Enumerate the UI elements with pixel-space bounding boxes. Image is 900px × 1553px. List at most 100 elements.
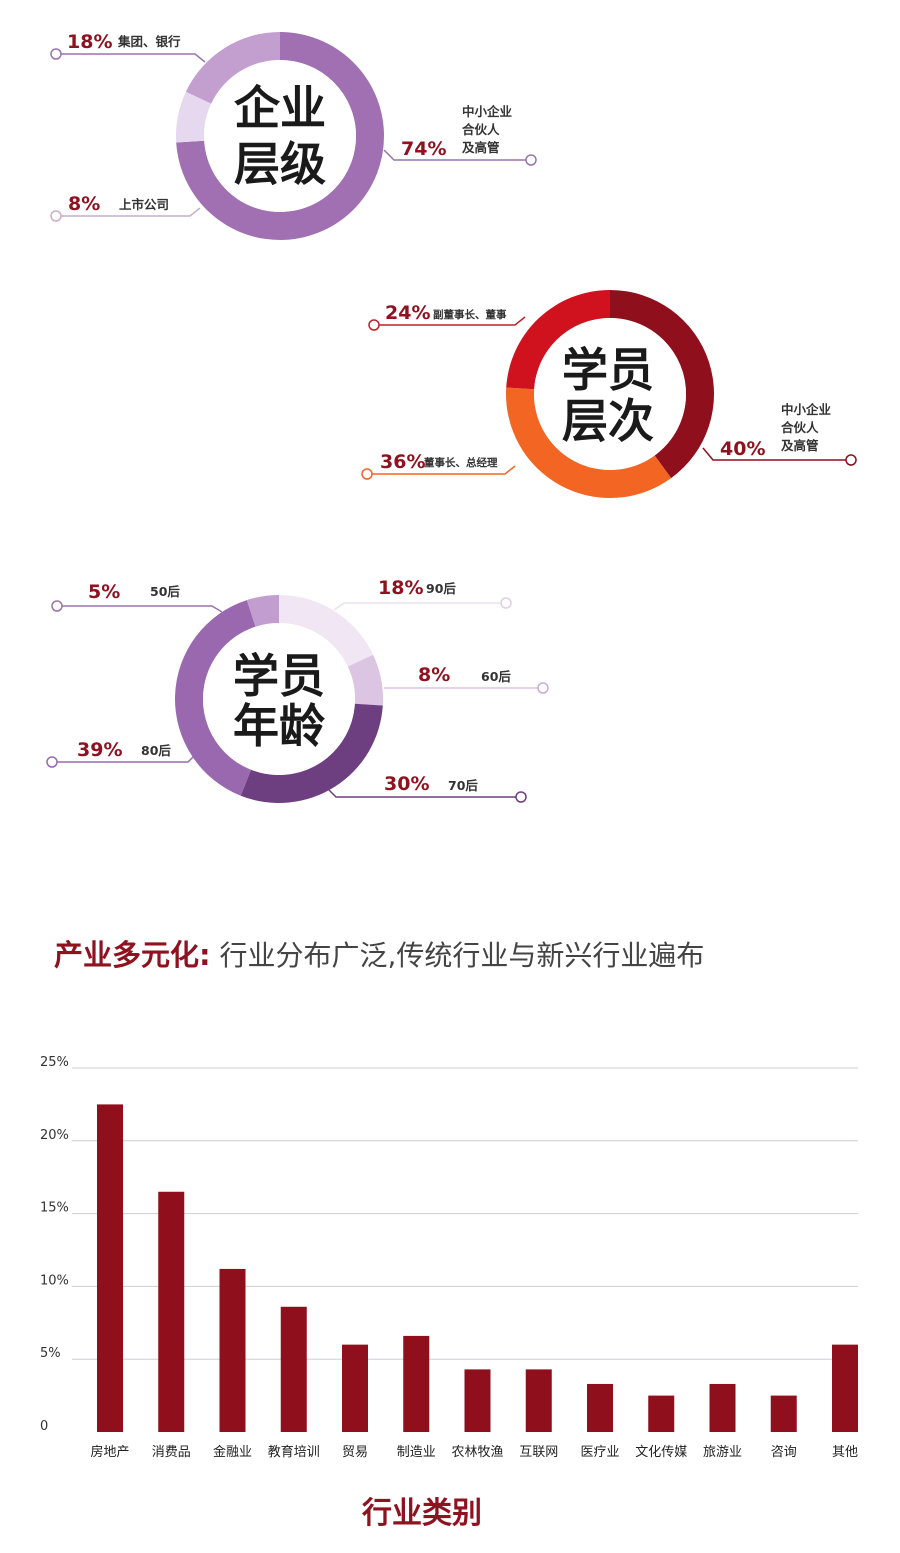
callout-line bbox=[333, 602, 500, 611]
callout-label: 50后 bbox=[150, 584, 180, 599]
callout-dot bbox=[537, 682, 549, 694]
callout-label: 集团、银行 bbox=[117, 34, 181, 49]
donut-center-line-1: 学员 bbox=[233, 649, 325, 703]
donut-enterprise-level: 企业 层级 18% 集团、银行 8% 上市公司 74% 中小企业 合伙人 及高管 bbox=[50, 31, 537, 240]
bar-其他 bbox=[832, 1344, 858, 1432]
bar-农林牧渔 bbox=[464, 1369, 491, 1432]
donut-student-age: 学员 年龄 5% 50后 18% 90后 8% 60后 30% 70后 bbox=[46, 577, 549, 803]
x-tick-label: 金融业 bbox=[213, 1444, 252, 1460]
donut-segment-3 bbox=[174, 600, 256, 796]
callout-label-line-2: 合伙人 bbox=[781, 420, 819, 435]
x-tick-label: 贸易 bbox=[342, 1445, 368, 1460]
x-tick-label: 房地产 bbox=[90, 1444, 129, 1460]
y-tick-label: 0 bbox=[40, 1419, 48, 1434]
callout-percent: 40% bbox=[720, 438, 765, 460]
callout-label: 60后 bbox=[481, 669, 511, 684]
callout-dot bbox=[500, 597, 512, 609]
section-title-prefix: 产业多元化: bbox=[54, 938, 211, 972]
x-tick-label: 咨询 bbox=[771, 1445, 797, 1460]
section-title-text: 行业分布广泛,传统行业与新兴行业遍布 bbox=[211, 939, 705, 972]
x-tick-label: 其他 bbox=[832, 1445, 858, 1460]
x-axis-label: 行业类别 bbox=[361, 1496, 482, 1531]
donut-ring bbox=[174, 595, 383, 803]
callout-percent: 18% bbox=[378, 577, 423, 599]
donut-hole bbox=[534, 318, 686, 470]
callout-24-percent: 24% 副董事长、董事 bbox=[368, 302, 526, 331]
donut-segment-1 bbox=[176, 91, 212, 143]
callout-8-percent-60s: 8% 60后 bbox=[384, 664, 549, 694]
callout-30-percent: 30% 70后 bbox=[325, 773, 527, 803]
callout-line bbox=[62, 605, 223, 613]
donut-hole bbox=[203, 623, 355, 775]
donut-ring bbox=[176, 32, 384, 240]
bars bbox=[97, 1104, 858, 1432]
callout-label: 90后 bbox=[426, 581, 456, 596]
donut-center-line-1: 企业 bbox=[234, 81, 326, 135]
callout-label: 80后 bbox=[141, 743, 171, 758]
callout-percent: 74% bbox=[401, 138, 446, 160]
callout-74-percent: 74% 中小企业 合伙人 及高管 bbox=[383, 104, 537, 166]
callout-40-percent: 40% 中小企业 合伙人 及高管 bbox=[702, 402, 857, 466]
donut-segment-2 bbox=[240, 703, 383, 803]
callout-percent: 8% bbox=[418, 664, 450, 686]
bar-消费品 bbox=[158, 1191, 185, 1432]
bar-文化传媒 bbox=[648, 1395, 675, 1432]
donut-segment-4 bbox=[246, 595, 279, 627]
donut-student-level: 学员 层次 24% 副董事长、董事 36% 董事长、总经理 40% 中小企业 合… bbox=[361, 290, 857, 498]
callout-line bbox=[325, 786, 516, 798]
callout-line bbox=[61, 53, 206, 63]
callout-percent: 24% bbox=[385, 302, 430, 324]
donut-center-line-1: 学员 bbox=[562, 343, 654, 397]
callout-percent: 5% bbox=[88, 581, 120, 603]
y-tick-label: 20% bbox=[40, 1128, 69, 1143]
callout-label: 董事长、总经理 bbox=[424, 456, 498, 469]
bar-教育培训 bbox=[280, 1306, 307, 1432]
donut-segment-0 bbox=[610, 290, 714, 479]
callout-dot bbox=[361, 468, 373, 480]
callout-label-line-3: 及高管 bbox=[781, 438, 819, 453]
callout-36-percent: 36% 董事长、总经理 bbox=[361, 451, 516, 480]
callout-percent: 18% bbox=[67, 31, 112, 53]
callout-label: 70后 bbox=[448, 778, 478, 793]
bar-房地产 bbox=[97, 1104, 123, 1432]
x-tick-label: 旅游业 bbox=[703, 1445, 742, 1460]
callout-dot bbox=[46, 756, 58, 768]
callout-line bbox=[379, 316, 526, 326]
y-axis-ticks: 0 5% 10% 15% 20% 25% bbox=[40, 1055, 69, 1434]
callout-label: 副董事长、董事 bbox=[433, 308, 507, 321]
callout-percent: 8% bbox=[68, 193, 100, 215]
donut-segment-1 bbox=[347, 654, 383, 706]
donut-segment-2 bbox=[185, 32, 280, 104]
callout-line bbox=[57, 751, 199, 763]
callout-18-percent-90s: 18% 90后 bbox=[333, 577, 512, 611]
callout-18-percent: 18% 集团、银行 bbox=[50, 31, 206, 63]
bar-贸易 bbox=[342, 1344, 368, 1432]
callout-line bbox=[383, 149, 526, 161]
grid-lines bbox=[72, 1067, 858, 1360]
donut-segment-2 bbox=[506, 290, 610, 390]
callout-percent: 36% bbox=[380, 451, 425, 473]
callout-percent: 39% bbox=[77, 739, 122, 761]
callout-dot bbox=[845, 454, 857, 466]
bar-金融业 bbox=[219, 1268, 246, 1432]
industry-bar-chart: 0 5% 10% 15% 20% 25% 房地产 消费品 金融业 教育培训 贸易 制造业 农林牧渔 互联… bbox=[40, 1055, 858, 1460]
bar-互联网 bbox=[525, 1369, 552, 1432]
callout-label-line-1: 中小企业 bbox=[781, 402, 832, 417]
donut-segment-1 bbox=[506, 387, 672, 498]
callout-dot bbox=[525, 154, 537, 166]
donut-segment-0 bbox=[279, 595, 374, 667]
callout-39-percent: 39% 80后 bbox=[46, 739, 199, 768]
bar-医疗业 bbox=[587, 1383, 613, 1432]
callout-label: 上市公司 bbox=[119, 197, 169, 212]
section-title: 产业多元化: 行业分布广泛,传统行业与新兴行业遍布 bbox=[54, 938, 704, 972]
callout-label-line-1: 中小企业 bbox=[462, 104, 513, 119]
y-tick-label: 5% bbox=[40, 1346, 61, 1361]
callout-dot bbox=[50, 210, 62, 222]
donut-ring bbox=[506, 290, 714, 498]
callout-5-percent: 5% 50后 bbox=[51, 581, 223, 613]
x-axis-ticks: 房地产 消费品 金融业 教育培训 贸易 制造业 农林牧渔 互联网 医疗业 文化传媒 旅游业 咨询 其他 bbox=[90, 1444, 858, 1460]
donut-center-line-2: 层次 bbox=[562, 394, 654, 448]
y-tick-label: 25% bbox=[40, 1055, 69, 1070]
donut-hole bbox=[204, 60, 356, 212]
